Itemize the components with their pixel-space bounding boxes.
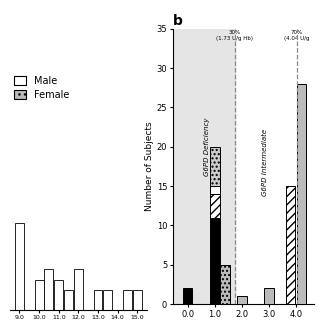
Bar [220, 265, 229, 304]
Bar [103, 290, 112, 310]
Bar [183, 288, 192, 304]
Bar [237, 296, 247, 304]
Bar [35, 280, 44, 310]
Bar [94, 290, 102, 310]
Bar [286, 186, 295, 304]
Bar [210, 186, 220, 194]
Bar [210, 147, 220, 186]
Bar [15, 223, 24, 310]
Bar [123, 290, 132, 310]
Text: G6PD Intermediate: G6PD Intermediate [262, 129, 268, 196]
Bar [133, 290, 142, 310]
Text: 70%
(4.04 U/g: 70% (4.04 U/g [284, 30, 310, 41]
Text: b: b [173, 14, 183, 28]
Bar [264, 288, 274, 304]
Bar [210, 194, 220, 218]
Bar [297, 84, 306, 304]
Bar [210, 218, 220, 304]
Bar [64, 290, 73, 310]
Y-axis label: Number of Subjects: Number of Subjects [145, 122, 154, 211]
Text: G6PD Deficiency: G6PD Deficiency [204, 117, 210, 176]
Bar [173, 29, 235, 304]
Text: 30%
(1.73 U/g Hb): 30% (1.73 U/g Hb) [216, 30, 253, 41]
Bar [44, 269, 53, 310]
Bar [74, 269, 83, 310]
Legend: Male, Female: Male, Female [14, 76, 69, 100]
Bar [54, 280, 63, 310]
